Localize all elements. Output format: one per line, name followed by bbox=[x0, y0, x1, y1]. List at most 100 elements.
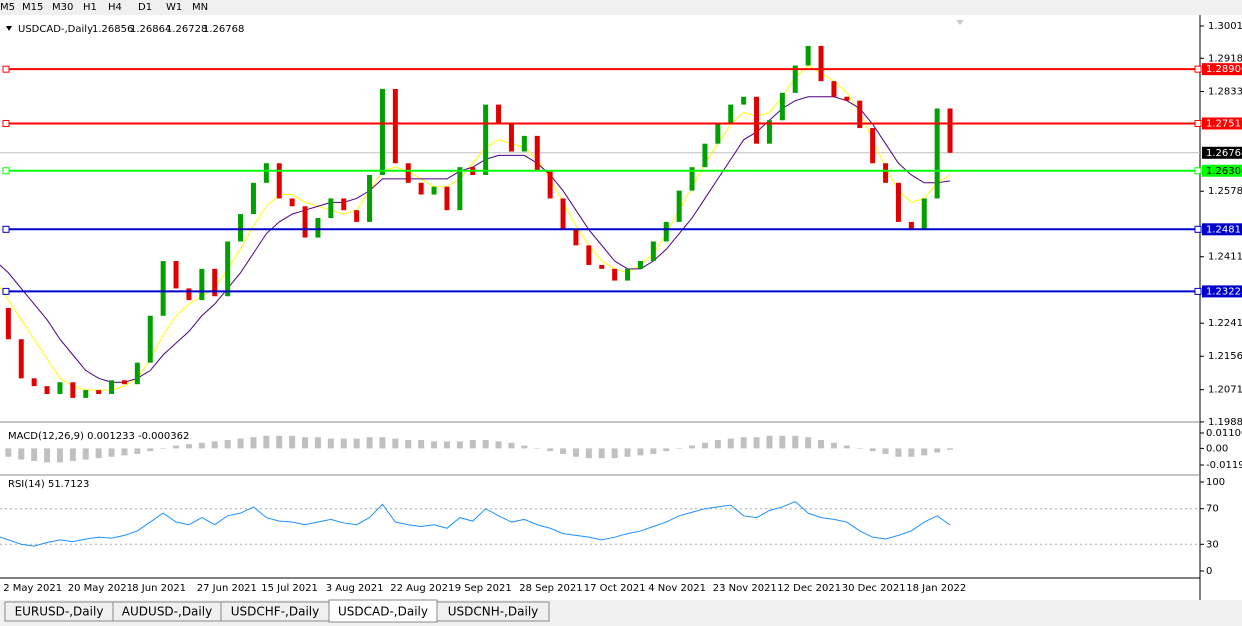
candle bbox=[212, 268, 218, 297]
level-label: 1.28906 bbox=[1206, 64, 1242, 75]
level-anchor[interactable] bbox=[1194, 167, 1202, 175]
level-anchor[interactable] bbox=[1194, 119, 1202, 127]
candle bbox=[70, 382, 76, 398]
timeframe-button[interactable]: M5 bbox=[0, 2, 15, 13]
timeframe-button[interactable]: H4 bbox=[108, 2, 122, 13]
macd-bar bbox=[701, 442, 708, 449]
macd-bar bbox=[547, 448, 554, 452]
timeframe-button[interactable]: D1 bbox=[138, 2, 152, 13]
candle bbox=[908, 221, 914, 230]
x-tick-label: 15 Jul 2021 bbox=[261, 583, 318, 594]
level-anchor[interactable] bbox=[1194, 225, 1202, 233]
y-tick-label: 1.29185 bbox=[1208, 53, 1242, 64]
y-tick-label: 1.30010 bbox=[1208, 21, 1242, 32]
candle bbox=[173, 261, 179, 289]
level-anchor[interactable] bbox=[1194, 287, 1202, 295]
candle bbox=[637, 261, 643, 269]
candle bbox=[134, 362, 140, 385]
timeframe-button[interactable]: MN bbox=[192, 2, 208, 13]
candle bbox=[560, 198, 566, 230]
x-tick-label: 27 Jun 2021 bbox=[197, 583, 257, 594]
tab[interactable] bbox=[436, 601, 550, 622]
x-tick-label: 2 May 2021 bbox=[3, 583, 62, 594]
macd-bar bbox=[753, 437, 760, 449]
candle bbox=[883, 163, 889, 183]
macd-bar bbox=[456, 441, 463, 449]
timeframe-button[interactable]: M15 bbox=[22, 2, 43, 13]
macd-bar bbox=[211, 441, 218, 449]
x-tick-label: 28 Sep 2021 bbox=[519, 583, 582, 594]
macd-bar bbox=[405, 439, 412, 449]
candle bbox=[650, 241, 656, 262]
candle bbox=[302, 206, 308, 238]
candle bbox=[44, 386, 50, 394]
macd-bar bbox=[276, 435, 283, 449]
candle bbox=[779, 92, 785, 121]
menu-arrow[interactable] bbox=[6, 26, 12, 31]
macd-bar bbox=[714, 439, 721, 449]
quote-value: 1.26864 bbox=[130, 24, 171, 35]
level-label: 1.26308 bbox=[1206, 166, 1242, 177]
macd-bar bbox=[779, 435, 786, 449]
tab-label[interactable]: AUDUSD-,Daily bbox=[122, 605, 212, 619]
macd-bar bbox=[443, 441, 450, 449]
candle bbox=[715, 124, 721, 144]
x-tick-label: 8 Jun 2021 bbox=[132, 583, 186, 594]
candle bbox=[547, 171, 553, 199]
candle bbox=[857, 100, 863, 129]
macd-bar bbox=[198, 442, 205, 449]
tab-label[interactable]: USDCNH-,Daily bbox=[448, 605, 539, 619]
candle bbox=[831, 81, 837, 97]
candle bbox=[947, 108, 953, 153]
macd-bar bbox=[366, 437, 373, 449]
macd-bar bbox=[237, 438, 244, 449]
candle bbox=[754, 96, 760, 144]
tab-label[interactable]: EURUSD-,Daily bbox=[15, 605, 104, 619]
candle bbox=[457, 167, 463, 211]
rsi-label: RSI(14) 51.7123 bbox=[8, 479, 89, 490]
macd-bar bbox=[5, 448, 12, 457]
level-anchor[interactable] bbox=[2, 119, 10, 127]
candle bbox=[792, 65, 798, 93]
tab-label[interactable]: USDCAD-,Daily bbox=[338, 605, 428, 619]
level-label-box bbox=[1202, 164, 1242, 177]
macd-label: MACD(12,26,9) 0.001233 -0.000362 bbox=[8, 431, 189, 442]
macd-bar bbox=[727, 438, 734, 449]
level-label: 1.27517 bbox=[1206, 118, 1242, 129]
level-anchor[interactable] bbox=[2, 167, 10, 175]
y-tick-label: 1.25785 bbox=[1208, 186, 1242, 197]
timeframe-button[interactable]: W1 bbox=[166, 2, 182, 13]
candle bbox=[160, 261, 166, 316]
tab-label[interactable]: USDCHF-,Daily bbox=[231, 605, 319, 619]
level-anchor[interactable] bbox=[2, 65, 10, 73]
timeframe-button[interactable]: M30 bbox=[52, 2, 73, 13]
macd-bar bbox=[250, 437, 257, 449]
candle bbox=[573, 229, 579, 246]
candle bbox=[186, 288, 192, 301]
macd-bar bbox=[121, 448, 128, 456]
level-label-box bbox=[1202, 285, 1242, 298]
macd-bar bbox=[508, 442, 515, 449]
candle bbox=[83, 390, 89, 398]
level-anchor[interactable] bbox=[1194, 65, 1202, 73]
current-price-label: 1.26768 bbox=[1206, 148, 1242, 159]
macd-bar bbox=[340, 438, 347, 449]
candle bbox=[444, 186, 450, 211]
candle bbox=[392, 88, 398, 164]
macd-bar bbox=[908, 448, 915, 457]
y-tick-label: 1.22410 bbox=[1208, 318, 1242, 329]
level-anchor[interactable] bbox=[2, 287, 10, 295]
level-anchor[interactable] bbox=[2, 225, 10, 233]
candle bbox=[689, 167, 695, 191]
macd-bar bbox=[585, 448, 592, 459]
timeframe-button[interactable]: H1 bbox=[83, 2, 97, 13]
macd-bar bbox=[598, 448, 605, 459]
macd-bar bbox=[147, 448, 154, 452]
candle bbox=[250, 182, 256, 215]
macd-bar bbox=[185, 444, 192, 449]
macd-bar bbox=[830, 442, 837, 449]
macd-bar bbox=[379, 437, 386, 449]
current-price-box bbox=[1202, 146, 1242, 159]
